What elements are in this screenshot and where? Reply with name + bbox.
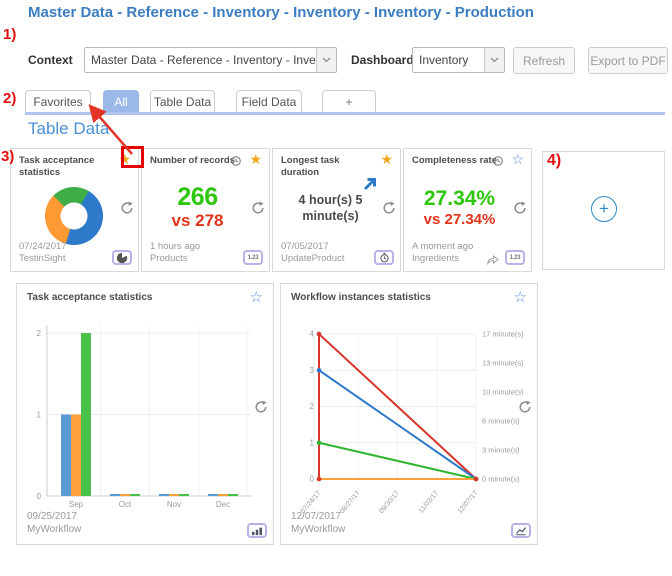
widget-date: 07/24/2017 (19, 241, 67, 252)
widget-source: Products (150, 253, 188, 264)
bar-chart-icon[interactable] (247, 523, 267, 538)
donut-chart (45, 187, 103, 245)
svg-text:2: 2 (37, 329, 42, 338)
number-format-icon[interactable]: 1.23 (505, 250, 525, 265)
pie-chart-icon[interactable] (112, 250, 132, 265)
svg-text:0 minute(s): 0 minute(s) (482, 475, 520, 484)
dashboard-screen: Master Data - Reference - Inventory - In… (0, 0, 672, 576)
widget-title: Longest task duration (281, 155, 369, 179)
refresh-icon[interactable] (382, 201, 396, 215)
widget-task-acceptance-bar: Task acceptance statistics ☆ 012SepOctNo… (16, 283, 274, 545)
refresh-icon[interactable] (518, 400, 532, 414)
widget-date: 09/25/2017 (27, 511, 77, 522)
svg-text:Dec: Dec (216, 500, 230, 509)
widget-date: 12/07/2017 (291, 511, 341, 522)
svg-text:17 minute(s): 17 minute(s) (482, 330, 524, 339)
tab-add-new[interactable]: + (322, 90, 376, 112)
dashboard-select-value: Inventory (413, 53, 484, 67)
widget-source: Ingredients (412, 253, 459, 264)
share-arrow-icon[interactable] (486, 252, 500, 263)
svg-text:2: 2 (310, 402, 315, 411)
svg-text:08/27/17: 08/27/17 (339, 490, 362, 515)
annotation-1: 1) (3, 26, 16, 43)
metric-comparison: vs 278 (142, 211, 253, 231)
widget-title: Task acceptance statistics (19, 155, 107, 179)
svg-text:0: 0 (310, 475, 315, 484)
chevron-down-icon (316, 48, 336, 72)
svg-text:1: 1 (37, 411, 42, 420)
favorite-star-icon[interactable]: ★ (249, 152, 262, 166)
favorite-star-icon[interactable]: ★ (380, 152, 393, 166)
svg-text:12/07/17: 12/07/17 (457, 490, 480, 515)
svg-text:3: 3 (310, 366, 315, 375)
metric-value: 266 (142, 183, 253, 212)
widget-completeness-rate: Completeness rate ☆ 27.34% vs 27.34% A m… (403, 148, 532, 272)
widget-source: MyWorkflow (291, 524, 345, 535)
refresh-icon[interactable] (513, 201, 527, 215)
svg-text:Nov: Nov (167, 500, 181, 509)
widget-source: MyWorkflow (27, 524, 81, 535)
widget-source: UpdateProduct (281, 253, 344, 264)
history-icon[interactable] (230, 154, 242, 166)
svg-text:Sep: Sep (69, 500, 84, 509)
refresh-button[interactable]: Refresh (513, 47, 575, 74)
svg-text:09/30/17: 09/30/17 (378, 490, 401, 515)
context-label: Context (28, 53, 73, 67)
widget-source: TestinSight (19, 253, 65, 264)
svg-text:11/03/17: 11/03/17 (418, 490, 441, 515)
metric-comparison: vs 27.34% (404, 211, 515, 228)
tab-underline (25, 112, 665, 115)
line-chart-icon[interactable] (511, 523, 531, 538)
widget-title: Number of records (150, 155, 235, 167)
widget-date: 07/05/2017 (281, 241, 329, 252)
tab-all[interactable]: All (103, 90, 139, 112)
bar-chart: 0 1 2 Sep Oct Nov Dec (17, 284, 275, 546)
metric-value: 27.34% (404, 187, 515, 211)
svg-text:10 minute(s): 10 minute(s) (482, 388, 524, 397)
svg-text:6 minute(s): 6 minute(s) (482, 417, 520, 426)
page-title: Master Data - Reference - Inventory - In… (28, 4, 534, 21)
svg-text:0: 0 (37, 492, 42, 501)
add-widget-icon[interactable]: + (591, 196, 617, 222)
widget-task-acceptance-donut: Task acceptance statistics ★ 07/24/2017 … (10, 148, 139, 272)
export-pdf-button[interactable]: Export to PDF (588, 47, 668, 74)
dashboard-label: Dashboard (351, 53, 414, 67)
dashboard-select[interactable]: Inventory (412, 47, 505, 73)
widget-longest-task-duration: Longest task duration ★ 4 hour(s) 5 minu… (272, 148, 401, 272)
number-format-icon[interactable]: 1.23 (243, 250, 263, 265)
svg-text:13 minute(s): 13 minute(s) (482, 359, 524, 368)
line-chart: 0 1 2 3 4 17 minute(s) 13 minute(s) 10 minute(s… (281, 284, 539, 546)
svg-text:Oct: Oct (119, 500, 132, 509)
annotation-2: 2) (3, 90, 16, 107)
widget-workflow-instances-line: Workflow instances statistics ☆ 0123417 … (280, 283, 538, 545)
annotation-4: 4) (547, 152, 561, 170)
widget-title: Completeness rate (412, 155, 497, 167)
svg-text:4: 4 (310, 330, 315, 339)
history-icon[interactable] (492, 154, 504, 166)
refresh-icon[interactable] (120, 201, 134, 215)
svg-text:3 minute(s): 3 minute(s) (482, 446, 520, 455)
context-select-value: Master Data - Reference - Inventory - In… (85, 53, 316, 67)
tab-field-data[interactable]: Field Data (236, 90, 302, 112)
favorite-star-outline-icon[interactable]: ☆ (511, 152, 524, 166)
refresh-icon[interactable] (254, 400, 268, 414)
widget-number-of-records: Number of records ★ 266 vs 278 1 hours a… (141, 148, 270, 272)
duration-clock-icon[interactable] (374, 250, 394, 265)
trend-up-arrow-icon (362, 177, 377, 192)
svg-text:1: 1 (310, 438, 315, 447)
tab-table-data[interactable]: Table Data (150, 90, 215, 112)
annotation-highlight-box (121, 146, 144, 168)
tab-favorites[interactable]: Favorites (25, 90, 91, 112)
widget-updated: 1 hours ago (150, 241, 200, 252)
section-heading: Table Data (28, 119, 109, 139)
context-select[interactable]: Master Data - Reference - Inventory - In… (84, 47, 337, 73)
chevron-down-icon (484, 48, 504, 72)
annotation-3: 3) (1, 148, 14, 165)
refresh-icon[interactable] (251, 201, 265, 215)
widget-updated: A moment ago (412, 241, 473, 252)
metric-value: 4 hour(s) 5 minute(s) (281, 193, 380, 224)
